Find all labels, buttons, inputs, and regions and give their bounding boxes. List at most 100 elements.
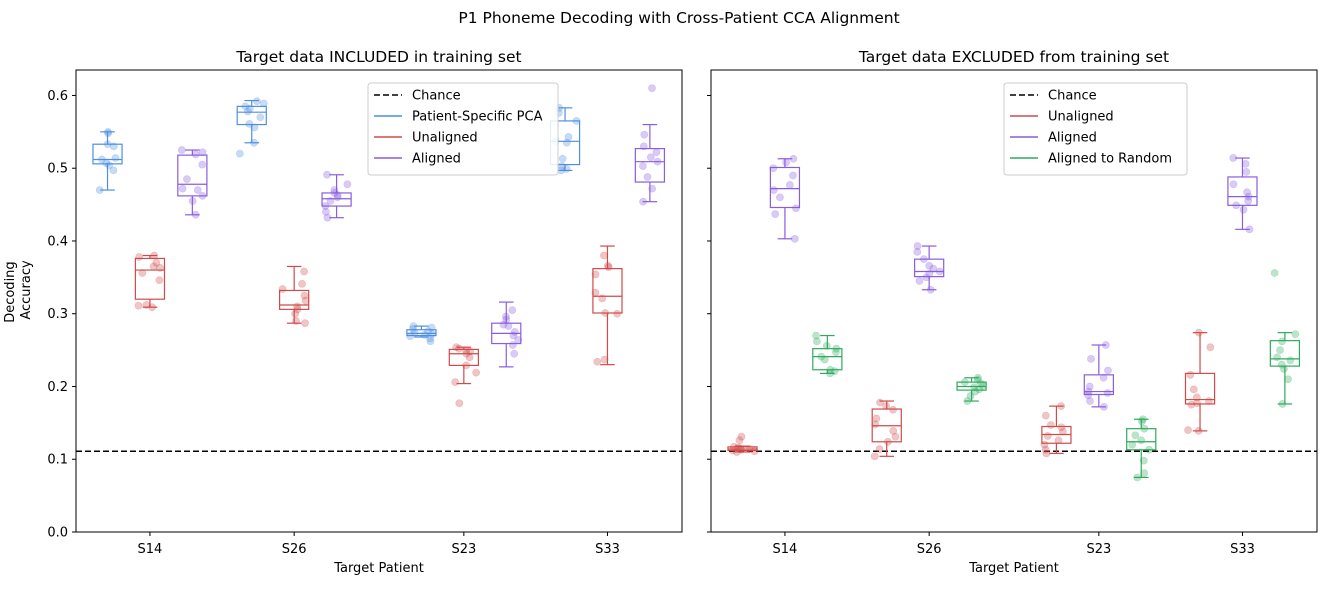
data-point xyxy=(966,392,975,400)
data-point xyxy=(978,381,987,390)
data-point xyxy=(1101,341,1110,349)
data-point xyxy=(291,309,300,318)
box-aligned-to-random-s14 xyxy=(812,331,843,378)
box-aligned-s14 xyxy=(177,146,208,219)
data-point xyxy=(638,162,647,170)
data-point xyxy=(109,142,118,151)
data-point xyxy=(639,142,648,151)
data-point xyxy=(191,210,200,219)
x-axis-label: Target Patient xyxy=(968,561,1059,576)
data-point xyxy=(769,186,778,194)
data-point xyxy=(198,191,207,200)
data-point xyxy=(826,369,834,378)
box-iqr xyxy=(812,348,843,371)
data-point xyxy=(1270,269,1279,277)
data-point xyxy=(1140,424,1149,433)
data-point xyxy=(884,437,892,446)
data-point xyxy=(198,148,207,157)
legend: Chance Unaligned Aligned Aligned to Random xyxy=(1003,82,1188,176)
data-point xyxy=(323,213,332,222)
data-point xyxy=(149,262,158,271)
data-point xyxy=(452,343,461,352)
data-point xyxy=(245,119,254,128)
data-point xyxy=(640,130,649,139)
data-point xyxy=(1139,456,1148,465)
box-patient-specific-pca-s23 xyxy=(406,322,437,346)
data-point xyxy=(1239,205,1248,214)
data-point xyxy=(300,291,309,300)
data-point xyxy=(424,327,432,336)
data-point xyxy=(604,263,613,272)
x-tick-label-s26: S26 xyxy=(917,542,942,557)
data-point xyxy=(1186,370,1195,379)
data-point xyxy=(1046,421,1055,429)
data-point xyxy=(915,277,924,285)
data-point xyxy=(406,332,415,341)
data-point xyxy=(771,210,780,218)
data-point xyxy=(832,344,841,353)
data-point xyxy=(871,420,880,429)
data-point xyxy=(822,341,831,350)
data-point xyxy=(155,276,164,285)
data-point xyxy=(975,385,983,394)
legend-label-aligned-to-random: Aligned to Random xyxy=(1048,152,1172,167)
legend-box xyxy=(1003,82,1188,176)
box-aligned-s23 xyxy=(1083,341,1114,411)
box-patient-specific-pca-s26 xyxy=(235,97,268,158)
data-point xyxy=(913,247,922,256)
data-point xyxy=(1100,402,1108,411)
axes-frame xyxy=(75,69,683,533)
data-point xyxy=(925,261,934,270)
data-point xyxy=(789,154,798,163)
data-point xyxy=(250,123,259,132)
data-point xyxy=(973,376,982,384)
data-point xyxy=(876,398,884,407)
data-point xyxy=(104,129,112,138)
box-unaligned-s26 xyxy=(278,265,310,328)
data-point xyxy=(562,138,571,147)
box-aligned-to-random-s33 xyxy=(1269,269,1301,408)
box-iqr xyxy=(1269,340,1301,367)
box-aligned-s33 xyxy=(1227,154,1258,234)
data-point xyxy=(142,301,151,309)
data-point xyxy=(1195,328,1203,337)
box-iqr xyxy=(769,166,801,209)
box-iqr xyxy=(1184,372,1216,405)
data-point xyxy=(134,301,143,310)
box-aligned-s14 xyxy=(769,154,801,243)
panel-target-included: Target data INCLUDED in training set 0.0 0… xyxy=(47,48,683,576)
box-unaligned-s33 xyxy=(591,245,623,366)
data-point xyxy=(889,426,898,435)
data-point xyxy=(333,191,342,200)
data-point xyxy=(152,258,161,267)
data-point xyxy=(1086,397,1094,405)
data-point xyxy=(935,267,944,276)
legend-box xyxy=(367,82,559,176)
box-aligned-s33 xyxy=(634,84,666,206)
data-point xyxy=(1104,366,1112,375)
legend-label-patient-specific-pca: Patient-Specific PCA xyxy=(412,110,543,125)
data-point xyxy=(1145,445,1154,454)
data-point xyxy=(135,253,144,261)
data-point xyxy=(1243,188,1251,197)
data-point xyxy=(1057,423,1066,432)
data-point xyxy=(600,251,608,260)
data-point xyxy=(426,334,435,343)
data-point xyxy=(1280,365,1288,373)
box-patient-specific-pca-s14 xyxy=(92,127,123,194)
data-point xyxy=(557,162,566,170)
y-tick-label: 0.3 xyxy=(47,307,68,322)
y-tick-label: 0.6 xyxy=(47,89,68,104)
data-point xyxy=(148,303,157,312)
data-point xyxy=(1273,353,1281,362)
data-point xyxy=(428,330,437,339)
data-point xyxy=(1042,449,1051,458)
data-point xyxy=(750,447,759,456)
data-point xyxy=(572,117,581,125)
data-point xyxy=(1043,432,1052,440)
data-point xyxy=(502,315,511,324)
data-point xyxy=(105,161,114,170)
data-point xyxy=(253,97,261,106)
data-point xyxy=(600,355,609,364)
